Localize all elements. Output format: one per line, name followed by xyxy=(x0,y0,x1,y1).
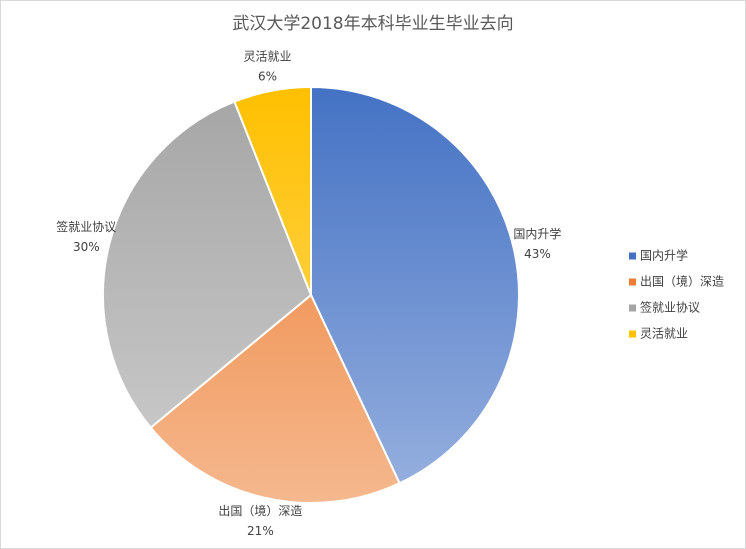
legend-swatch xyxy=(629,330,636,338)
slice-value-label: 43% xyxy=(524,247,551,261)
slice-value-label: 6% xyxy=(258,70,277,84)
legend-label: 签就业协议 xyxy=(640,300,700,315)
legend-label: 出国（境）深造 xyxy=(640,274,724,289)
legend-swatch xyxy=(629,278,636,286)
slice-value-label: 30% xyxy=(73,240,100,254)
slice-category-label: 国内升学 xyxy=(513,226,561,241)
pie-slice xyxy=(310,85,520,485)
pie-slice xyxy=(102,100,313,429)
chart-title: 武汉大学2018年本科毕业生毕业去向 xyxy=(232,14,513,34)
legend-swatch xyxy=(629,304,636,312)
legend-label: 国内升学 xyxy=(640,248,688,263)
pie-slice xyxy=(149,293,401,504)
pie-slice xyxy=(233,85,312,296)
slice-category-label: 灵活就业 xyxy=(244,50,292,64)
slice-category-label: 签就业协议 xyxy=(56,219,116,234)
legend-label: 灵活就业 xyxy=(640,327,688,341)
slice-value-label: 21% xyxy=(247,524,274,538)
slice-category-label: 出国（境）深造 xyxy=(218,503,302,518)
legend-swatch xyxy=(629,252,636,260)
